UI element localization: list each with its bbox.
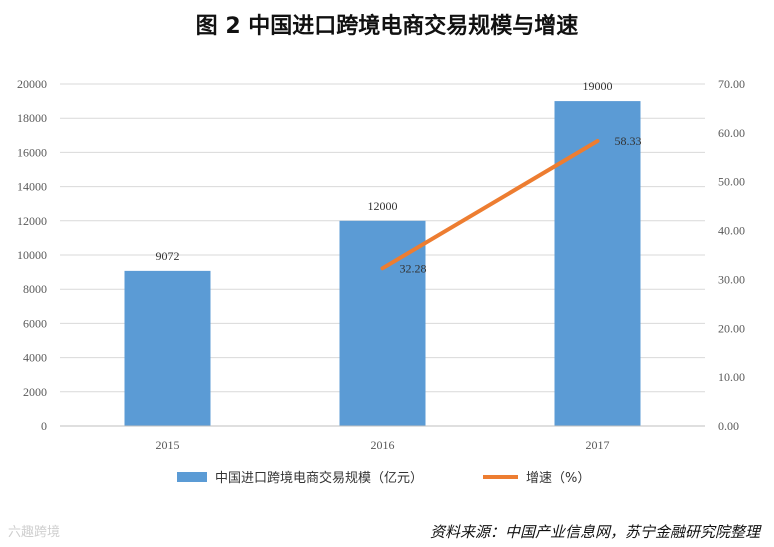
- bar-series: [124, 101, 641, 426]
- y-right-tick-label: 70.00: [718, 77, 745, 91]
- bar: [554, 101, 641, 426]
- y-left-tick-label: 18000: [17, 111, 47, 125]
- y-right-tick-label: 10.00: [718, 370, 745, 384]
- bar: [124, 270, 211, 426]
- line-value-label: 32.28: [400, 261, 427, 275]
- y-right-tick-label: 40.00: [718, 224, 745, 238]
- y-left-tick-label: 14000: [17, 180, 47, 194]
- y-left-tick-label: 0: [41, 419, 47, 433]
- watermark: 六趣跨境: [8, 525, 61, 540]
- bar-value-label: 12000: [368, 199, 398, 213]
- legend-bar-swatch: [177, 472, 207, 482]
- y-left-tick-label: 2000: [23, 385, 47, 399]
- line-value-label: 58.33: [615, 134, 642, 148]
- axes: 0 2000 4000 6000 8000 10000 12000 14000 16000 180…: [17, 77, 745, 452]
- bar-value-label: 19000: [583, 79, 613, 93]
- y-left-tick-label: 16000: [17, 145, 47, 159]
- y-right-tick-label: 0.00: [718, 419, 739, 433]
- line-series: [380, 139, 600, 271]
- y-right-tick-label: 20.00: [718, 321, 745, 335]
- y-left-tick-label: 6000: [23, 316, 47, 330]
- y-left-tick-label: 4000: [23, 351, 47, 365]
- y-right-tick-label: 60.00: [718, 126, 745, 140]
- growth-line: [380, 139, 600, 271]
- bar-value-label: 9072: [156, 249, 180, 263]
- bar: [339, 220, 426, 426]
- legend-line-label: 增速（%）: [526, 471, 590, 486]
- legend: 中国进口跨境电商交易规模（亿元） 增速（%）: [177, 470, 590, 486]
- source-note: 资料来源：中国产业信息网，苏宁金融研究院整理: [429, 523, 760, 541]
- y-right-tick-label: 50.00: [718, 175, 745, 189]
- y-right-tick-label: 30.00: [718, 272, 745, 286]
- y-left-tick-label: 12000: [17, 214, 47, 228]
- y-left-tick-label: 8000: [23, 282, 47, 296]
- x-tick-label: 2017: [586, 438, 610, 452]
- data-labels: 9072 12000 19000 32.28 58.33: [156, 79, 642, 275]
- x-tick-label: 2015: [156, 438, 180, 452]
- chart-title: 图 2 中国进口跨境电商交易规模与增速: [195, 14, 579, 39]
- legend-bar-label: 中国进口跨境电商交易规模（亿元）: [215, 470, 423, 486]
- y-left-tick-label: 10000: [17, 248, 47, 262]
- y-left-tick-label: 20000: [17, 77, 47, 91]
- x-tick-label: 2016: [371, 438, 395, 452]
